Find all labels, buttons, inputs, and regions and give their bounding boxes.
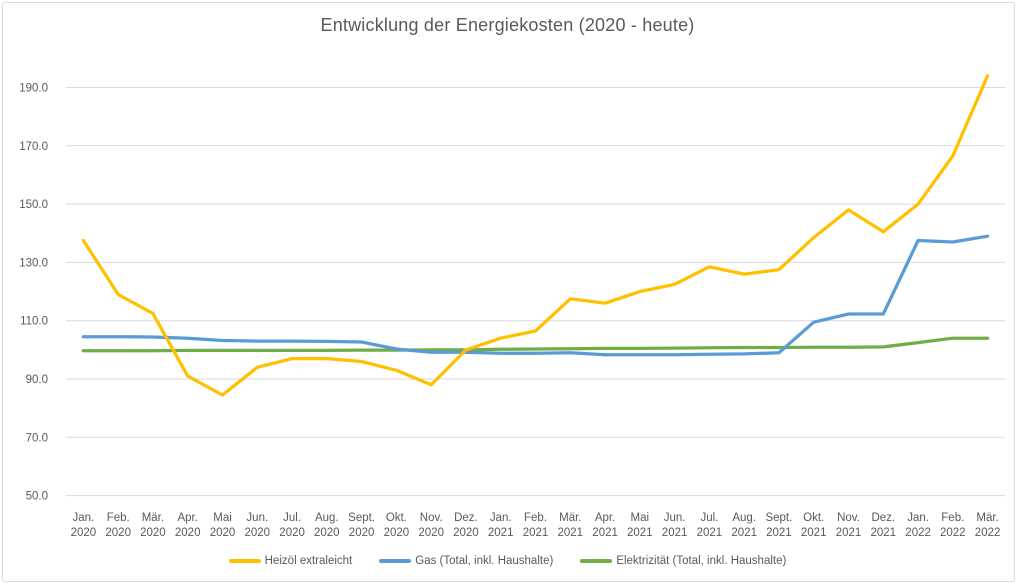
x-axis-tick-label-year: 2022: [940, 527, 966, 539]
x-axis-tick-label-year: 2020: [384, 527, 410, 539]
y-axis-tick-label: 70.0: [26, 432, 48, 444]
x-axis-tick-label-year: 2020: [279, 527, 305, 539]
chart-title: Entwicklung der Energiekosten (2020 - he…: [320, 15, 695, 35]
x-axis-tick-label-month: Jul.: [283, 512, 301, 524]
x-axis-tick-label-month: Okt.: [803, 512, 824, 524]
x-axis-tick-label-month: Okt.: [386, 512, 407, 524]
x-axis-tick-label-month: Dez.: [871, 512, 895, 524]
x-axis-tick-label-year: 2020: [418, 527, 444, 539]
x-axis-tick-label-year: 2020: [453, 527, 479, 539]
y-axis-tick-label: 170.0: [19, 141, 48, 153]
x-axis-tick-label-month: Mai: [631, 512, 650, 524]
x-axis-tick-label-year: 2021: [592, 527, 618, 539]
x-axis-tick-label-year: 2020: [71, 527, 97, 539]
legend-item-heizoel: Heizöl extraleicht: [228, 555, 353, 567]
x-axis-tick-label-month: Nov.: [837, 512, 860, 524]
x-axis-tick-label-month: Jun.: [246, 512, 268, 524]
x-axis-tick-label-year: 2021: [871, 527, 897, 539]
legend-label-heizoel: Heizöl extraleicht: [264, 555, 353, 567]
x-axis-tick-label-year: 2021: [662, 527, 688, 539]
x-axis-tick-label-month: Sept.: [348, 512, 375, 524]
x-axis-tick-label-year: 2021: [766, 527, 792, 539]
y-axis-tick-label: 110.0: [20, 316, 48, 328]
x-axis-tick-label-month: Jan.: [490, 512, 512, 524]
series-line-gas: [81, 234, 990, 357]
x-axis-tick-label-month: Nov.: [420, 512, 443, 524]
series-line-heizoel: [81, 74, 990, 397]
legend-label-gas: Gas (Total, inkl. Haushalte): [415, 555, 554, 567]
x-axis-tick-label-month: Mai: [213, 512, 232, 524]
x-axis-tick-label-month: Apr.: [177, 512, 197, 524]
x-axis-tick-label-month: Aug.: [732, 512, 756, 524]
legend-swatch-elektrizitaet-icon: [580, 559, 613, 563]
x-axis-tick-label-month: Jan.: [73, 512, 95, 524]
x-axis-tick-label-year: 2021: [488, 527, 514, 539]
x-axis-tick-label-month: Jun.: [664, 512, 686, 524]
x-axis-tick-label-year: 2020: [175, 527, 201, 539]
x-axis-tick-label-year: 2021: [801, 527, 827, 539]
y-axis-tick-label: 90.0: [26, 374, 48, 386]
chart-legend: Heizöl extraleicht Gas (Total, inkl. Hau…: [0, 555, 1015, 567]
x-axis-tick-label-month: Feb.: [524, 512, 547, 524]
legend-item-gas: Gas (Total, inkl. Haushalte): [379, 555, 553, 567]
series-line-elektrizitaet: [81, 336, 990, 353]
y-axis-tick-label: 190.0: [19, 83, 48, 95]
y-axis-tick-label: 50.0: [26, 491, 48, 503]
x-axis-tick-label-year: 2021: [558, 527, 584, 539]
x-axis-tick-label-month: Mär.: [976, 512, 998, 524]
x-axis-tick-label-year: 2020: [210, 527, 236, 539]
legend-item-elektrizitaet: Elektrizität (Total, inkl. Haushalte): [580, 555, 786, 567]
x-axis-tick-label-month: Feb.: [107, 512, 130, 524]
x-axis-tick-label-month: Aug.: [315, 512, 339, 524]
legend-swatch-gas-icon: [379, 559, 412, 563]
legend-swatch-heizoel-icon: [228, 559, 261, 563]
x-axis-tick-label-year: 2022: [975, 527, 1001, 539]
x-axis-tick-label-year: 2021: [523, 527, 549, 539]
x-axis-tick-label-year: 2020: [140, 527, 166, 539]
x-axis-tick-label-year: 2020: [349, 527, 375, 539]
x-axis-tick-label-year: 2022: [905, 527, 931, 539]
x-axis-tick-label-month: Sept.: [765, 512, 792, 524]
x-axis-tick-label-month: Mär.: [142, 512, 164, 524]
legend-label-elektrizitaet: Elektrizität (Total, inkl. Haushalte): [616, 555, 787, 567]
y-axis-tick-label: 130.0: [19, 257, 48, 269]
x-axis-tick-label-year: 2021: [731, 527, 757, 539]
x-axis-tick-label-month: Jul.: [700, 512, 718, 524]
x-axis-tick-label-month: Feb.: [941, 512, 964, 524]
x-axis-tick-label-year: 2020: [245, 527, 271, 539]
x-axis-tick-label-month: Jan.: [907, 512, 929, 524]
x-axis-tick-label-month: Apr.: [595, 512, 615, 524]
x-axis-tick-label-year: 2020: [105, 527, 131, 539]
x-axis-tick-label-month: Mär.: [559, 512, 581, 524]
y-axis-tick-label: 150.0: [19, 199, 48, 211]
x-axis-tick-label-year: 2021: [836, 527, 862, 539]
x-axis-tick-label-year: 2020: [314, 527, 340, 539]
x-axis-tick-label-month: Dez.: [454, 512, 478, 524]
x-axis-tick-label-year: 2021: [627, 527, 653, 539]
x-axis-tick-label-year: 2021: [697, 527, 723, 539]
